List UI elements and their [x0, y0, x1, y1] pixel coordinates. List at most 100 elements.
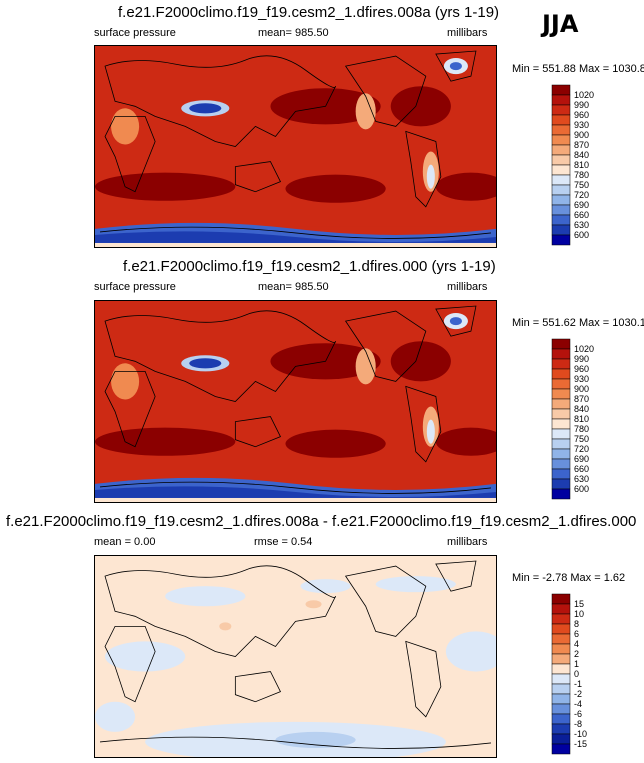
colorbar-tick-label: 870 [574, 394, 589, 404]
panel-2-mean-label: mean= 985.50 [258, 281, 329, 293]
panel-1-units-label: millibars [447, 27, 488, 39]
colorbar-swatch [551, 174, 571, 186]
panel-1-variable-label: surface pressure [94, 27, 176, 39]
colorbar-swatch [551, 703, 571, 715]
colorbar-swatch [551, 593, 571, 605]
colorbar-tick-label: 600 [574, 484, 589, 494]
colorbar-tick-label: 780 [574, 424, 589, 434]
panel-2-variable-label: surface pressure [94, 281, 176, 293]
colorbar-swatch [551, 478, 571, 490]
colorbar-swatch [551, 144, 571, 156]
colorbar-swatch [551, 418, 571, 430]
panel-3-minmax: Min = -2.78 Max = 1.62 [512, 572, 626, 584]
panel-1-map [94, 45, 497, 248]
colorbar-tick-label: 1020 [574, 344, 594, 354]
colorbar-swatch [551, 683, 571, 695]
colorbar-swatch [551, 234, 571, 246]
panel-3-title: f.e21.F2000climo.f19_f19.cesm2_1.dfires.… [6, 513, 637, 530]
colorbar-swatch [551, 114, 571, 126]
colorbar-swatch [551, 94, 571, 106]
panel-2-units-label: millibars [447, 281, 488, 293]
colorbar-swatch [551, 633, 571, 645]
panel-3-rmse-label: rmse = 0.54 [254, 536, 313, 548]
colorbar-swatch [551, 713, 571, 725]
panel-1-title: f.e21.F2000climo.f19_f19.cesm2_1.dfires.… [118, 4, 500, 21]
colorbar-tick-label: 900 [574, 130, 589, 140]
colorbar-tick-label: 4 [574, 639, 579, 649]
colorbar-tick-label: 600 [574, 230, 589, 240]
colorbar-tick-label: 630 [574, 220, 589, 230]
colorbar-tick-label: 990 [574, 100, 589, 110]
colorbar-swatch [551, 84, 571, 96]
colorbar-swatch [551, 468, 571, 480]
colorbar-tick-label: 930 [574, 374, 589, 384]
colorbar-tick-label: 780 [574, 170, 589, 180]
colorbar-tick-label: 840 [574, 150, 589, 160]
colorbar-swatch [551, 643, 571, 655]
colorbar-swatch [551, 603, 571, 615]
colorbar-tick-label: 900 [574, 384, 589, 394]
colorbar-swatch [551, 723, 571, 735]
colorbar-tick-label: -4 [574, 699, 582, 709]
panel-3-colorbar: 15 10 8 6 4 2 1 0 -1 -2 -4 -6 -8 -10 -15 [551, 593, 622, 755]
colorbar-swatch [551, 224, 571, 236]
colorbar-swatch [551, 623, 571, 635]
colorbar-tick-label: 8 [574, 619, 579, 629]
colorbar-tick-label: 690 [574, 200, 589, 210]
colorbar-tick-label: 1 [574, 659, 579, 669]
colorbar-tick-label: 930 [574, 120, 589, 130]
panel-1-minmax: Min = 551.88 Max = 1030.86 [512, 63, 644, 75]
colorbar-swatch [551, 673, 571, 685]
colorbar-swatch [551, 488, 571, 500]
colorbar-tick-label: 15 [574, 599, 584, 609]
colorbar-swatch [551, 743, 571, 755]
colorbar-swatch [551, 204, 571, 216]
panel-2-colorbar-svg: 1020990960930900870840810780750720690660… [551, 338, 594, 500]
colorbar-tick-label: 990 [574, 354, 589, 364]
colorbar-tick-label: -10 [574, 729, 587, 739]
colorbar-tick-label: 630 [574, 474, 589, 484]
colorbar-swatch [551, 733, 571, 745]
colorbar-swatch [551, 194, 571, 206]
colorbar-swatch [551, 448, 571, 460]
colorbar-tick-label: 720 [574, 190, 589, 200]
colorbar-tick-label: 960 [574, 364, 589, 374]
colorbar-swatch [551, 388, 571, 400]
panel-1-colorbar-svg: 1020990960930900870840810780750720690660… [551, 84, 594, 246]
colorbar-swatch [551, 348, 571, 360]
colorbar-swatch [551, 338, 571, 350]
colorbar-swatch [551, 124, 571, 136]
colorbar-tick-label: 960 [574, 110, 589, 120]
colorbar-swatch [551, 134, 571, 146]
colorbar-tick-label: 810 [574, 160, 589, 170]
colorbar-swatch [551, 378, 571, 390]
colorbar-tick-label: 2 [574, 649, 579, 659]
colorbar-tick-label: 870 [574, 140, 589, 150]
colorbar-tick-label: -15 [574, 739, 587, 749]
colorbar-swatch [551, 458, 571, 470]
colorbar-tick-label: 1020 [574, 90, 594, 100]
season-label: JJA [542, 10, 579, 38]
colorbar-tick-label: -1 [574, 679, 582, 689]
panel-3-map [94, 555, 497, 758]
colorbar-swatch [551, 653, 571, 665]
colorbar-tick-label: 660 [574, 210, 589, 220]
panel-2-map [94, 300, 497, 503]
panel-2-colorbar: 1020 990 960 930 900 870 840 810 780 750 720 690 660… [551, 338, 622, 500]
colorbar-swatch [551, 398, 571, 410]
colorbar-tick-label: -2 [574, 689, 582, 699]
colorbar-tick-label: 660 [574, 464, 589, 474]
colorbar-tick-label: 0 [574, 669, 579, 679]
colorbar-swatch [551, 693, 571, 705]
panel-1-mean-label: mean= 985.50 [258, 27, 329, 39]
colorbar-swatch [551, 408, 571, 420]
colorbar-swatch [551, 358, 571, 370]
colorbar-swatch [551, 214, 571, 226]
colorbar-swatch [551, 154, 571, 166]
colorbar-tick-label: 750 [574, 180, 589, 190]
panel-2-minmax: Min = 551.62 Max = 1030.13 [512, 317, 644, 329]
colorbar-swatch [551, 428, 571, 440]
panel-1-colorbar: 1020 990 960 930 900 870 840 810 780 750 720 690 660… [551, 84, 622, 246]
colorbar-swatch [551, 164, 571, 176]
